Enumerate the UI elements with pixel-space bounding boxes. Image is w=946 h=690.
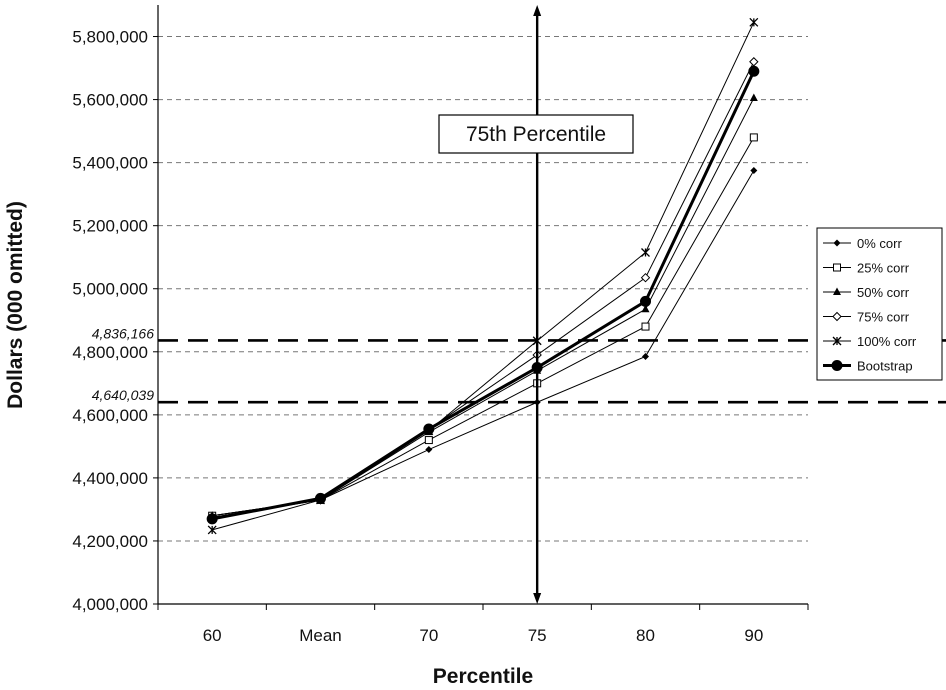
x-tick-label: Mean (299, 626, 342, 645)
marker-circle (206, 513, 218, 525)
y-tick-label: 4,200,000 (72, 532, 148, 551)
y-tick-label: 5,600,000 (72, 91, 148, 110)
marker-star (832, 336, 842, 346)
marker-diamond (833, 239, 841, 247)
legend-label: 75% corr (857, 310, 910, 325)
x-axis-ticks: 60 Mean 70 75 80 90 (157, 604, 809, 645)
marker-star (749, 17, 759, 27)
y-axis-title: Dollars (000 omitted) (4, 201, 27, 409)
legend-box (816, 227, 943, 381)
y-tick-label: 4,400,000 (72, 469, 148, 488)
marker-star (207, 525, 217, 535)
y-tick-label: 5,800,000 (72, 28, 148, 47)
marker-diamond (642, 353, 649, 361)
arrowhead-top (533, 5, 542, 16)
marker-star (641, 248, 650, 257)
gridlines (158, 36, 808, 542)
reference-line-label: 4,640,039 (92, 387, 154, 403)
marker-circle (831, 360, 843, 371)
legend-label: 50% corr (857, 285, 910, 300)
series-line (212, 170, 755, 517)
marker-diamond-open (749, 57, 759, 67)
y-tick-label: 5,400,000 (72, 154, 148, 173)
marker-triangle (641, 304, 650, 313)
marker-diamond (750, 167, 758, 175)
x-tick-label: 75 (528, 626, 547, 645)
marker-diamond-open (640, 272, 651, 283)
annotation-box (438, 114, 634, 154)
y-tick-label: 5,000,000 (72, 280, 148, 299)
x-tick-label: 80 (636, 626, 655, 645)
x-axis-title: Percentile (433, 665, 533, 688)
axes (157, 5, 808, 605)
marker-circle (748, 65, 760, 77)
series (208, 133, 758, 520)
marker-square (424, 436, 433, 445)
marker-square (833, 263, 841, 272)
reference-line-label: 4,836,166 (92, 325, 154, 341)
series-line (212, 22, 755, 531)
marker-triangle (833, 287, 841, 295)
series (207, 17, 759, 535)
marker-diamond-open (832, 311, 842, 322)
y-tick-label: 4,000,000 (72, 595, 148, 614)
x-tick-label: 90 (744, 626, 763, 645)
legend-label: 0% corr (857, 236, 902, 251)
x-tick-label: 70 (419, 626, 438, 645)
series-line (212, 97, 755, 517)
series-lines (206, 17, 760, 535)
marker-triangle (749, 93, 758, 102)
x-tick-label: 60 (203, 626, 222, 645)
annotation: 75th Percentile (438, 5, 634, 604)
legend-label: 25% corr (857, 261, 910, 276)
series-line (211, 70, 756, 521)
y-axis-ticks: 4,000,000 4,200,000 4,400,000 4,600,000 4,80… (72, 28, 158, 614)
marker-diamond (425, 446, 433, 454)
marker-square (641, 322, 650, 331)
marker-circle (640, 295, 651, 307)
y-tick-label: 4,800,000 (72, 343, 148, 362)
legend-label: 100% corr (857, 334, 917, 349)
legend-label: Bootstrap (857, 359, 913, 374)
marker-square (749, 133, 758, 142)
arrowhead-bottom (533, 593, 542, 604)
marker-circle (315, 492, 326, 504)
reference-lines: 4,836,166 4,640,039 (92, 325, 946, 404)
legend: 0% corr 25% corr 50% corr 75% corr 100% corr… (816, 227, 943, 381)
series (206, 65, 760, 525)
annotation-label: 75th Percentile (466, 123, 606, 146)
y-tick-label: 4,600,000 (72, 406, 148, 425)
marker-circle (423, 423, 435, 435)
y-tick-label: 5,200,000 (72, 217, 148, 236)
